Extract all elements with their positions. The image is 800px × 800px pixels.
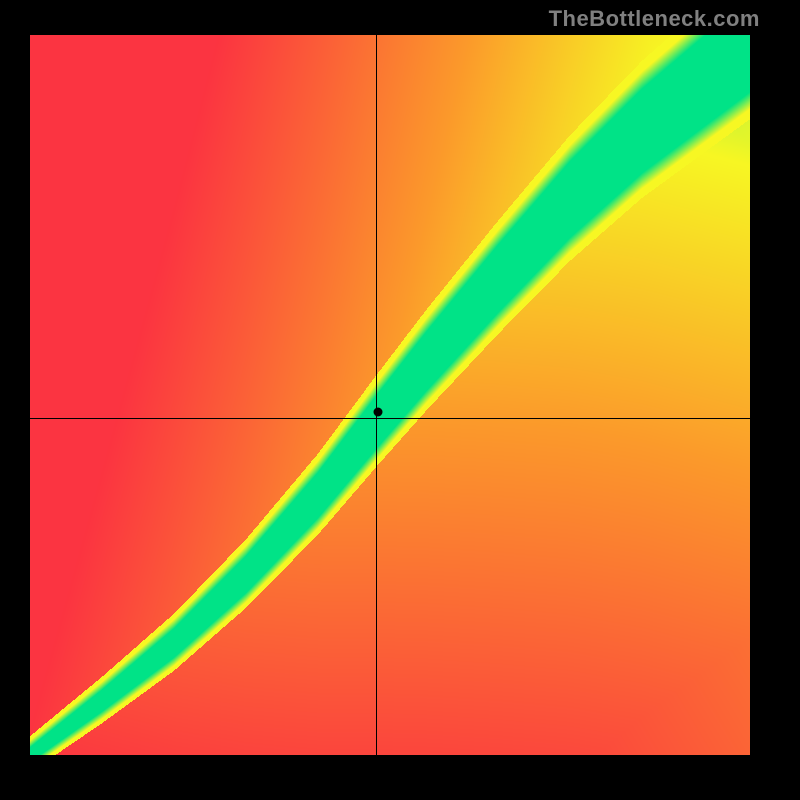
heatmap-canvas [30,35,750,755]
watermark-text: TheBottleneck.com [549,6,760,32]
crosshair-vertical [376,35,377,755]
data-point-marker [374,408,383,417]
crosshair-horizontal [30,418,750,419]
plot-area [30,35,750,755]
chart-container: TheBottleneck.com [0,0,800,800]
